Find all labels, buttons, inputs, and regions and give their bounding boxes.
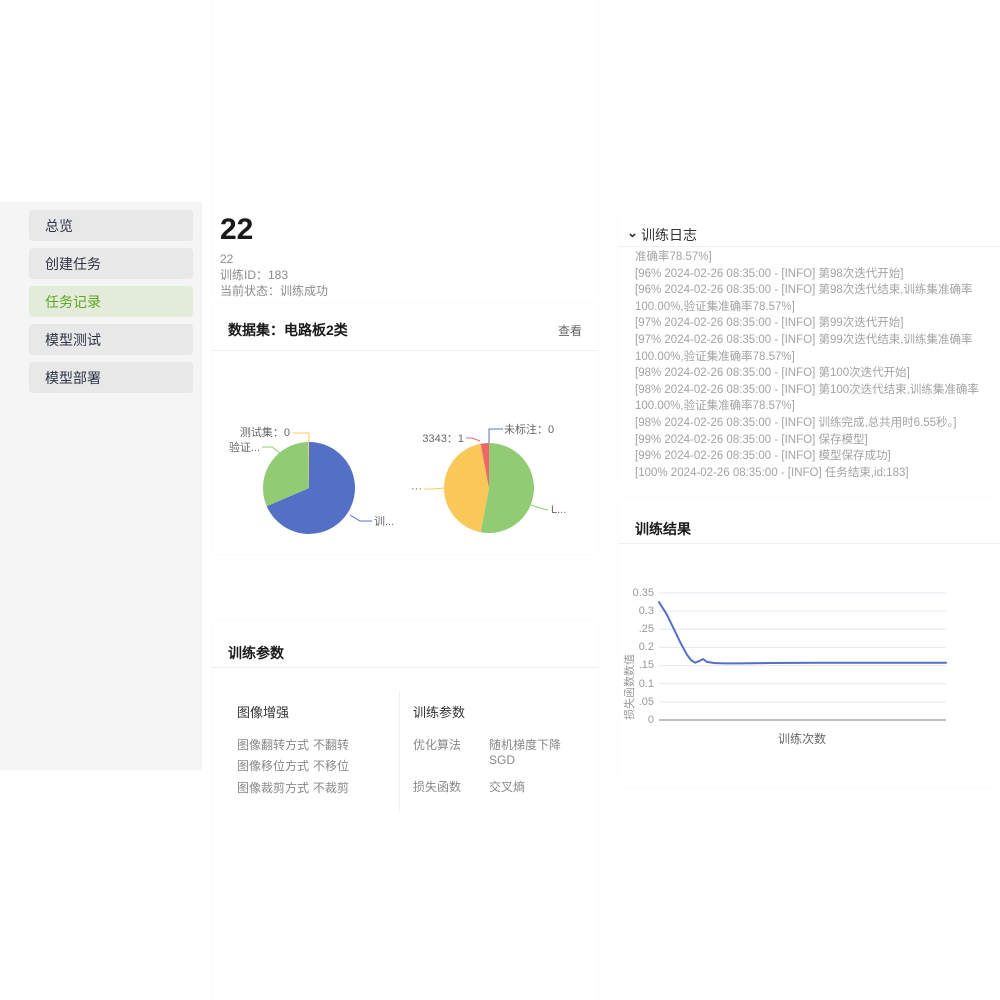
svg-text:···: ··· [411, 483, 422, 495]
svg-text:0.3: 0.3 [639, 605, 654, 617]
svg-text:0: 0 [648, 714, 654, 726]
svg-text:未标注：0: 未标注：0 [504, 422, 554, 436]
svg-text:0.2: 0.2 [639, 641, 654, 653]
svg-text:损失函数数值: 损失函数数值 [622, 654, 636, 720]
svg-text:0.1: 0.1 [639, 678, 654, 690]
svg-text:.15: .15 [639, 659, 654, 671]
svg-text:测试集：0: 测试集：0 [240, 425, 290, 439]
svg-text:3343：1: 3343：1 [422, 433, 464, 445]
svg-text:.05: .05 [639, 696, 654, 708]
svg-text:训...: 训... [374, 515, 394, 528]
svg-text:验证...: 验证... [229, 440, 260, 454]
svg-text:训练次数: 训练次数 [778, 731, 826, 746]
svg-text:.25: .25 [639, 623, 654, 635]
svg-text:L...: L... [551, 504, 566, 516]
svg-text:0.35: 0.35 [633, 587, 654, 599]
